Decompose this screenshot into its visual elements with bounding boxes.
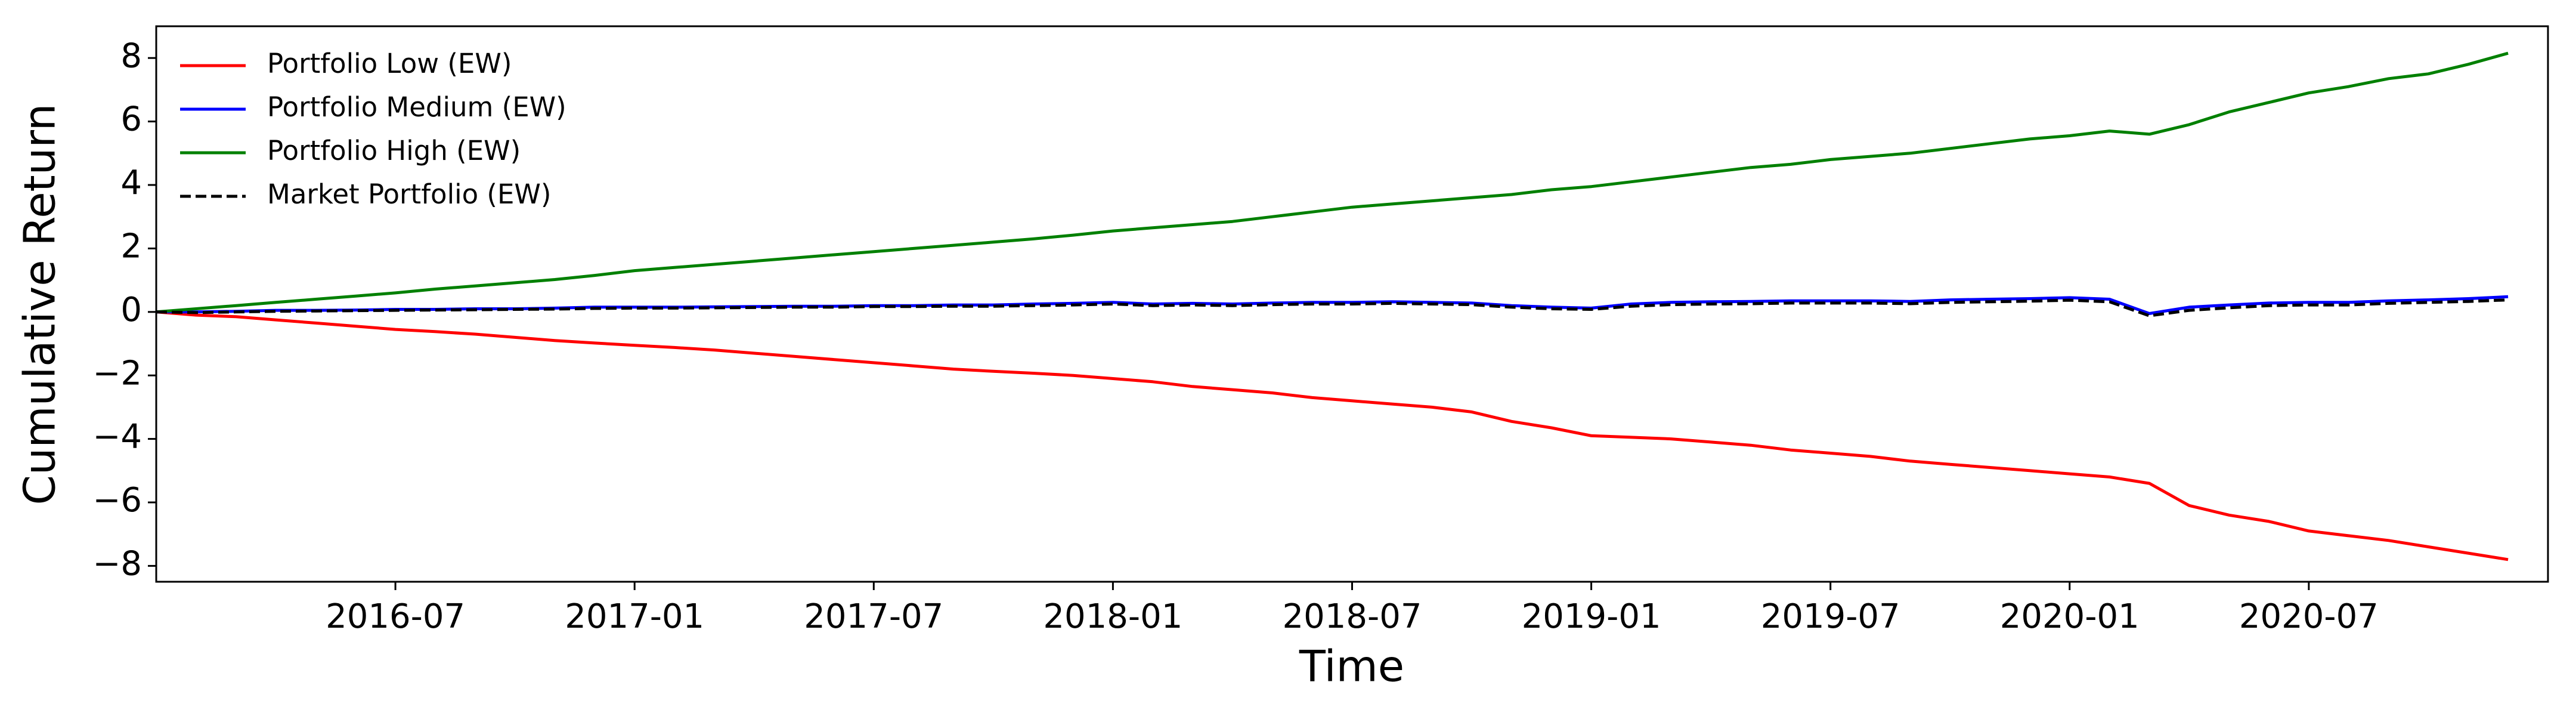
x-tick-label: 2019-01	[1522, 597, 1661, 636]
x-tick-label: 2017-07	[804, 597, 943, 636]
x-tick-label: 2017-01	[565, 597, 704, 636]
x-tick-label: 2020-01	[2000, 597, 2140, 636]
y-tick-label: 0	[120, 291, 142, 329]
legend-label: Portfolio Low (EW)	[267, 48, 512, 79]
y-tick-label: 4	[120, 163, 142, 202]
y-tick-label: −2	[92, 354, 142, 393]
legend-label: Market Portfolio (EW)	[267, 178, 551, 210]
series-line	[156, 310, 2509, 561]
x-tick-label: 2018-01	[1043, 597, 1182, 636]
series-line	[156, 295, 2509, 315]
y-tick-label: 6	[120, 100, 142, 139]
y-tick-label: −6	[92, 481, 142, 520]
x-tick-label: 2018-07	[1283, 597, 1422, 636]
x-tick-label: 2019-07	[1761, 597, 1900, 636]
x-axis-label: Time	[1299, 641, 1404, 692]
y-tick-label: 2	[120, 227, 142, 266]
plot-frame	[155, 25, 2549, 583]
x-tick-label: 2020-07	[2239, 597, 2379, 636]
y-tick-label: −4	[92, 418, 142, 456]
series-line	[156, 51, 2509, 314]
legend-label: Portfolio Medium (EW)	[267, 91, 566, 123]
x-tick-label: 2016-07	[326, 597, 465, 636]
series-line	[156, 298, 2509, 317]
y-axis-label: Cumulative Return	[15, 104, 65, 505]
y-tick-label: 8	[120, 36, 142, 75]
y-tick-label: −8	[92, 545, 142, 584]
legend-label: Portfolio High (EW)	[267, 135, 521, 166]
